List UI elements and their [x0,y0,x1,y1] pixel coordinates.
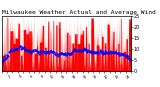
Text: Milwaukee Weather Actual and Average Wind Speed by Minute mph (Last 24 Hours): Milwaukee Weather Actual and Average Win… [2,10,160,15]
